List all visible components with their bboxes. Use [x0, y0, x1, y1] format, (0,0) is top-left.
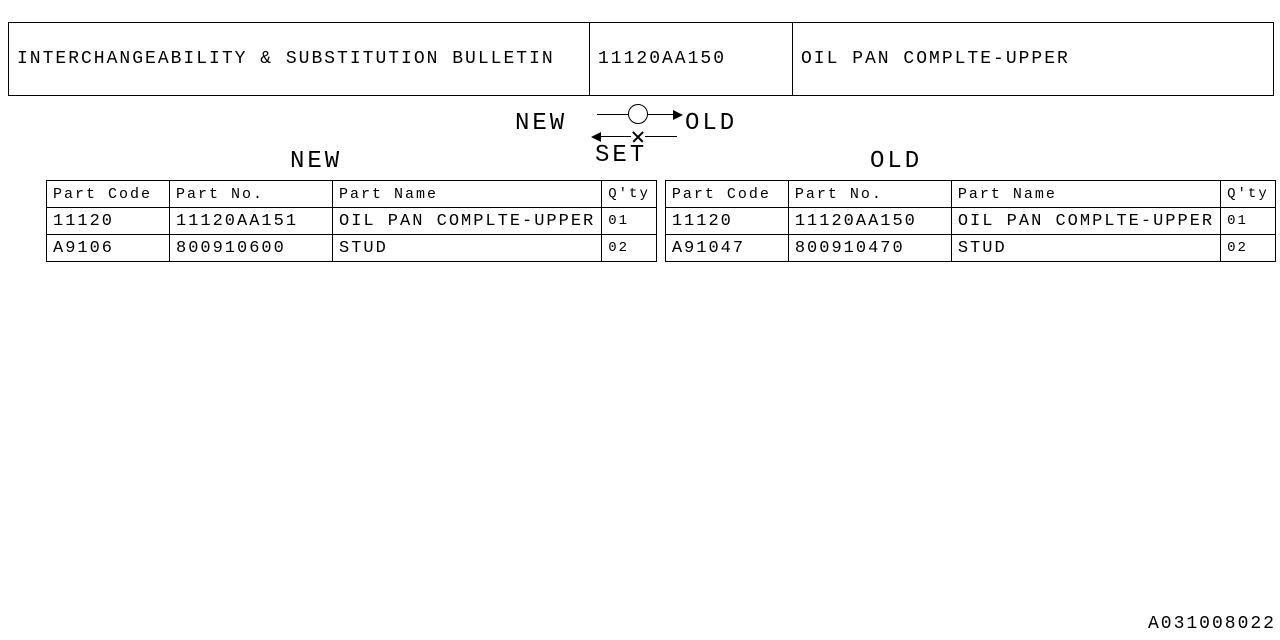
cell-no: 11120AA150	[788, 208, 951, 235]
old-table-body: 1112011120AA150OIL PAN COMPLTE-UPPER01A9…	[665, 208, 1275, 262]
new-table: Part Code Part No. Part Name Q'ty 111201…	[46, 180, 657, 262]
col-header-part-code: Part Code	[665, 181, 788, 208]
col-header-part-no: Part No.	[788, 181, 951, 208]
cell-name: OIL PAN COMPLTE-UPPER	[951, 208, 1220, 235]
header-part-no: 11120AA150	[590, 23, 793, 95]
tables-container: Part Code Part No. Part Name Q'ty 111201…	[46, 180, 1276, 262]
arrowhead-left-icon	[591, 132, 601, 142]
cell-name: STUD	[333, 235, 602, 262]
table-row: A91047800910470STUD02	[665, 235, 1275, 262]
cell-qty: 02	[602, 235, 657, 262]
header-title: INTERCHANGEABILITY & SUBSTITUTION BULLET…	[9, 23, 590, 95]
cell-qty: 01	[602, 208, 657, 235]
diagram-set-label: SET	[595, 142, 647, 169]
section-label-new: NEW	[290, 148, 342, 175]
cell-code: 11120	[665, 208, 788, 235]
cell-no: 800910600	[170, 235, 333, 262]
cell-name: STUD	[951, 235, 1220, 262]
cell-code: A9106	[47, 235, 170, 262]
arrowhead-right-icon	[673, 110, 683, 120]
cell-qty: 02	[1221, 235, 1276, 262]
cell-name: OIL PAN COMPLTE-UPPER	[333, 208, 602, 235]
diagram-new-label: NEW	[515, 110, 567, 137]
table-row: 1112011120AA151OIL PAN COMPLTE-UPPER01	[47, 208, 657, 235]
cross-icon	[631, 130, 645, 144]
cell-code: A91047	[665, 235, 788, 262]
diagram-old-label: OLD	[685, 110, 737, 137]
table-header-row: Part Code Part No. Part Name Q'ty	[47, 181, 657, 208]
table-header-row: Part Code Part No. Part Name Q'ty	[665, 181, 1275, 208]
old-table: Part Code Part No. Part Name Q'ty 111201…	[665, 180, 1276, 262]
col-header-part-code: Part Code	[47, 181, 170, 208]
header-box: INTERCHANGEABILITY & SUBSTITUTION BULLET…	[8, 22, 1274, 96]
section-label-old: OLD	[870, 148, 922, 175]
col-header-part-name: Part Name	[951, 181, 1220, 208]
col-header-part-name: Part Name	[333, 181, 602, 208]
new-table-body: 1112011120AA151OIL PAN COMPLTE-UPPER01A9…	[47, 208, 657, 262]
footer-code: A031008022	[1148, 614, 1276, 634]
cell-no: 11120AA151	[170, 208, 333, 235]
cell-no: 800910470	[788, 235, 951, 262]
table-row: A9106800910600STUD02	[47, 235, 657, 262]
circle-icon	[628, 104, 648, 124]
table-row: 1112011120AA150OIL PAN COMPLTE-UPPER01	[665, 208, 1275, 235]
col-header-part-no: Part No.	[170, 181, 333, 208]
cell-qty: 01	[1221, 208, 1276, 235]
cell-code: 11120	[47, 208, 170, 235]
col-header-qty: Q'ty	[1221, 181, 1276, 208]
col-header-qty: Q'ty	[602, 181, 657, 208]
interchange-diagram: NEW OLD SET	[515, 100, 745, 170]
header-part-name: OIL PAN COMPLTE-UPPER	[793, 23, 1273, 95]
